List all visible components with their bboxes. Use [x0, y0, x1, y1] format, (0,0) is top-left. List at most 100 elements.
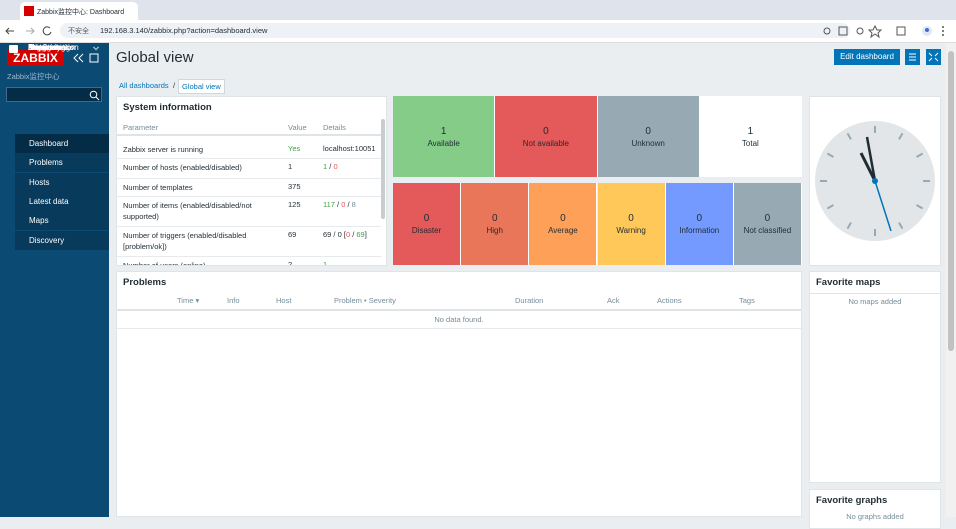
block-label: Average [548, 226, 578, 235]
submenu-item[interactable]: Discovery [15, 230, 109, 250]
detail-part: 0 [345, 230, 351, 239]
details: 69 / 0 [0 / 69] [323, 230, 367, 239]
edit-dashboard-button[interactable]: Edit dashboard [834, 49, 900, 65]
column-header: Ack [607, 296, 620, 305]
empty-message: No data found. [434, 315, 484, 324]
browser-tab-bar: Zabbix监控中心: Dashboard [0, 0, 956, 20]
detail-part: 117 [323, 200, 335, 209]
detail-part: / [350, 230, 357, 239]
nav-buttons[interactable] [0, 20, 60, 42]
block-count: 0 [560, 213, 566, 224]
status-block[interactable]: 0 Warning [597, 183, 666, 265]
parameter: Number of hosts (enabled/disabled) [123, 163, 242, 172]
block-label: Available [427, 138, 460, 148]
menu-label: Services [28, 43, 59, 52]
clock-part [826, 204, 834, 210]
column-header: Tags [739, 296, 755, 305]
status-block[interactable]: 0 Not classified [733, 183, 802, 265]
submenu-item[interactable]: Maps [15, 211, 109, 231]
column-header: Host [276, 296, 292, 305]
page-scrollbar[interactable] [946, 43, 956, 517]
row-rule [117, 226, 381, 227]
status-block[interactable]: 1 Total [699, 96, 802, 177]
menu-label: Help [30, 43, 46, 52]
submenu-label: Discovery [29, 235, 65, 245]
breadcrumb-link[interactable]: All dashboards [119, 81, 169, 90]
submenu-item[interactable]: Problems [15, 153, 109, 173]
actions-button[interactable] [905, 49, 920, 65]
value: Yes [288, 144, 301, 153]
menu-label: Configuration [28, 43, 76, 52]
detail-part: 0 [333, 162, 338, 171]
block-count: 0 [764, 213, 771, 224]
sidebar: ZABBIX Zabbix监控中心 Monitoring Dashboard Pro… [0, 43, 109, 517]
column-header[interactable]: Time ▾ [177, 296, 200, 305]
block-label: Disaster [411, 226, 442, 235]
column-header: Problem • Severity [334, 296, 396, 305]
block-count: 0 [543, 125, 549, 137]
browser-icons[interactable] [815, 22, 955, 40]
detail-part: localhost:10051 [323, 144, 376, 153]
column-header: Parameter [123, 123, 159, 132]
clock-part [865, 136, 877, 182]
scroll-thumb[interactable] [948, 51, 954, 351]
clock-part [826, 152, 834, 158]
block-count: 0 [628, 213, 634, 224]
detail-part: ] [364, 230, 367, 239]
status-block[interactable]: 0 Information [665, 183, 734, 265]
clock-widget [809, 96, 941, 266]
favorite-maps-widget: Favorite maps No maps added [809, 271, 941, 483]
details: 1 [323, 260, 328, 266]
block-label: Not available [522, 138, 569, 148]
submenu-label: Latest data [29, 196, 69, 206]
clock [815, 121, 935, 241]
menu-label: User settings [30, 43, 74, 52]
detail-part: 0 [341, 200, 346, 209]
parameter: Number of triggers (enabled/disabled [pr… [123, 231, 247, 251]
status-block[interactable]: 1 Available [393, 96, 496, 177]
submenu-item[interactable]: Dashboard [15, 134, 109, 153]
submenu-item[interactable]: Latest data [15, 191, 109, 211]
block-count: 0 [423, 213, 430, 224]
block-label: Total [741, 138, 759, 148]
kiosk-button[interactable] [926, 49, 941, 65]
menu-item[interactable]: Sign out [0, 43, 109, 187]
menu-label: Reports [28, 43, 57, 52]
header-rule [117, 309, 801, 311]
status-block[interactable]: 0 Disaster [393, 183, 462, 265]
sidebar-controls[interactable] [72, 52, 102, 64]
detail-part: 69 [356, 230, 365, 239]
status-block[interactable]: 0 Average [529, 183, 598, 265]
status-block[interactable]: 0 High [461, 183, 530, 265]
scrollbar[interactable] [381, 119, 385, 219]
rule [810, 293, 940, 294]
row-rule [117, 256, 381, 257]
detail-part: 1 [323, 260, 328, 266]
details: 1 / 0 [323, 162, 338, 171]
value: 375 [288, 182, 301, 191]
logo[interactable]: ZABBIX [7, 50, 64, 66]
status-block[interactable]: 0 Not available [495, 96, 598, 177]
search-box[interactable] [6, 87, 102, 102]
security-label: 不安全 [68, 28, 89, 35]
details: localhost:10051 [323, 144, 376, 153]
submenu-item[interactable]: Hosts [15, 172, 109, 192]
menu-item[interactable]: Administration [0, 43, 109, 127]
browser-tab[interactable]: Zabbix监控中心: Dashboard [20, 2, 138, 20]
value: 69 [288, 230, 297, 239]
clock-part [872, 178, 878, 184]
block-label: Information [679, 226, 720, 235]
clock-part [874, 180, 892, 232]
detail-part: 8 [351, 200, 356, 209]
value: 1 [288, 162, 293, 171]
block-label: Unknown [631, 138, 665, 148]
submenu-label: Maps [29, 216, 49, 226]
menu-label: Support [30, 43, 57, 52]
clock-part [916, 204, 924, 210]
url-bar[interactable]: 不安全 192.168.3.140/zabbix.php?action=dash… [60, 23, 850, 38]
block-count: 1 [440, 125, 447, 137]
menu-label: Administration [28, 43, 79, 52]
problems-by-severity-widget: 0 Disaster 0 High 0 Average 0 Warning 0 Informati… [393, 183, 802, 265]
status-block[interactable]: 0 Unknown [597, 96, 700, 177]
